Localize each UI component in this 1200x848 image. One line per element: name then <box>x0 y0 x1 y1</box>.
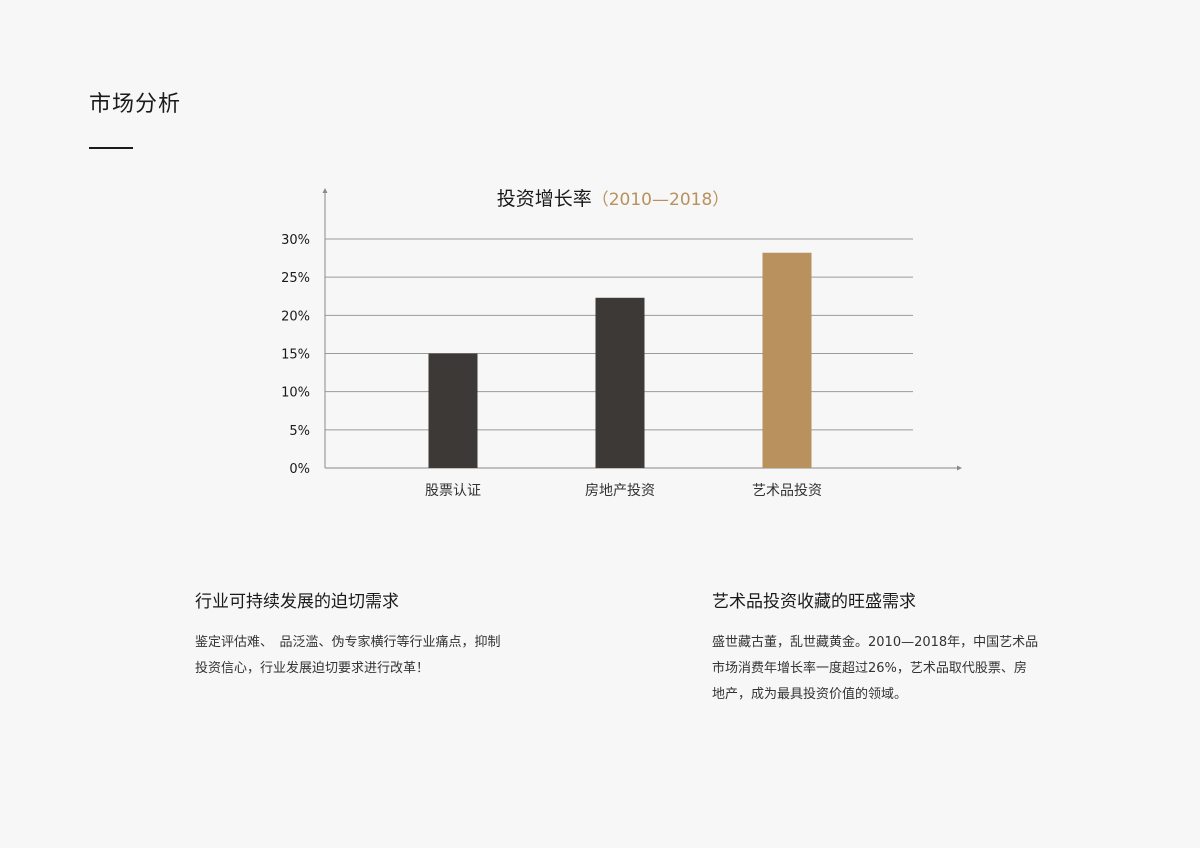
y-tick-label: 25% <box>281 271 310 286</box>
label-layer: 0% 5% 10% 15% 20% 25% 30% 股票认证 房地产投资 艺术品投资 <box>281 233 822 499</box>
y-tick-label: 0% <box>289 462 310 477</box>
bar <box>762 252 812 468</box>
section-heading: 行业可持续发展的迫切需求 <box>195 592 399 612</box>
section-body: 盛世藏古董，乱世藏黄金。2010—2018年，中国艺术品 市场消费年增长率一度超… <box>712 630 1092 708</box>
section-collecting-demand: 艺术品投资收藏的旺盛需求 盛世藏古董，乱世藏黄金。2010—2018年，中国艺术… <box>712 587 1092 708</box>
y-tick-label: 20% <box>281 309 310 324</box>
section-body-line: 市场消费年增长率一度超过26%，艺术品取代股票、房 <box>712 661 1027 676</box>
section-body-line: 投资信心，行业发展迫切要求进行改革！ <box>195 661 430 676</box>
growth-rate-bar-chart: 投资增长率（2010—2018） 0% 5% 10% 15% 20% 25% 30% 股票认证… <box>281 188 962 499</box>
section-body-line: 盛世藏古董，乱世藏黄金。2010—2018年，中国艺术品 <box>712 635 1039 650</box>
bar <box>595 297 645 468</box>
section-body: 鉴定评估难、 品泛滥、伪专家横行等行业痛点，抑制 投资信心，行业发展迫切要求进行… <box>195 630 575 682</box>
section-body-line: 鉴定评估难、 品泛滥、伪专家横行等行业痛点，抑制 <box>195 635 501 650</box>
y-tick-label: 10% <box>281 386 310 401</box>
section-sustainable-demand: 行业可持续发展的迫切需求 鉴定评估难、 品泛滥、伪专家横行等行业痛点，抑制 投资… <box>195 587 575 682</box>
section-body-line: 地产，成为最具投资价值的领域。 <box>712 687 908 702</box>
x-axis-arrow <box>957 465 962 471</box>
y-tick-label: 30% <box>281 233 310 248</box>
y-tick-label: 15% <box>281 348 310 363</box>
title-underline <box>89 147 133 149</box>
y-tick-label: 5% <box>289 424 310 439</box>
page-title: 市场分析 <box>89 92 182 117</box>
y-axis-arrow <box>322 188 328 193</box>
bar-layer <box>428 252 812 468</box>
section-heading: 艺术品投资收藏的旺盛需求 <box>712 592 916 612</box>
x-category-label: 股票认证 <box>425 483 481 499</box>
x-category-label: 房地产投资 <box>585 483 655 499</box>
chart-title-years: （2010—2018） <box>592 190 730 210</box>
chart-title-main: 投资增长率 <box>497 188 592 210</box>
bar <box>428 353 478 468</box>
chart-title: 投资增长率（2010—2018） <box>497 188 730 210</box>
x-category-label: 艺术品投资 <box>752 483 822 499</box>
